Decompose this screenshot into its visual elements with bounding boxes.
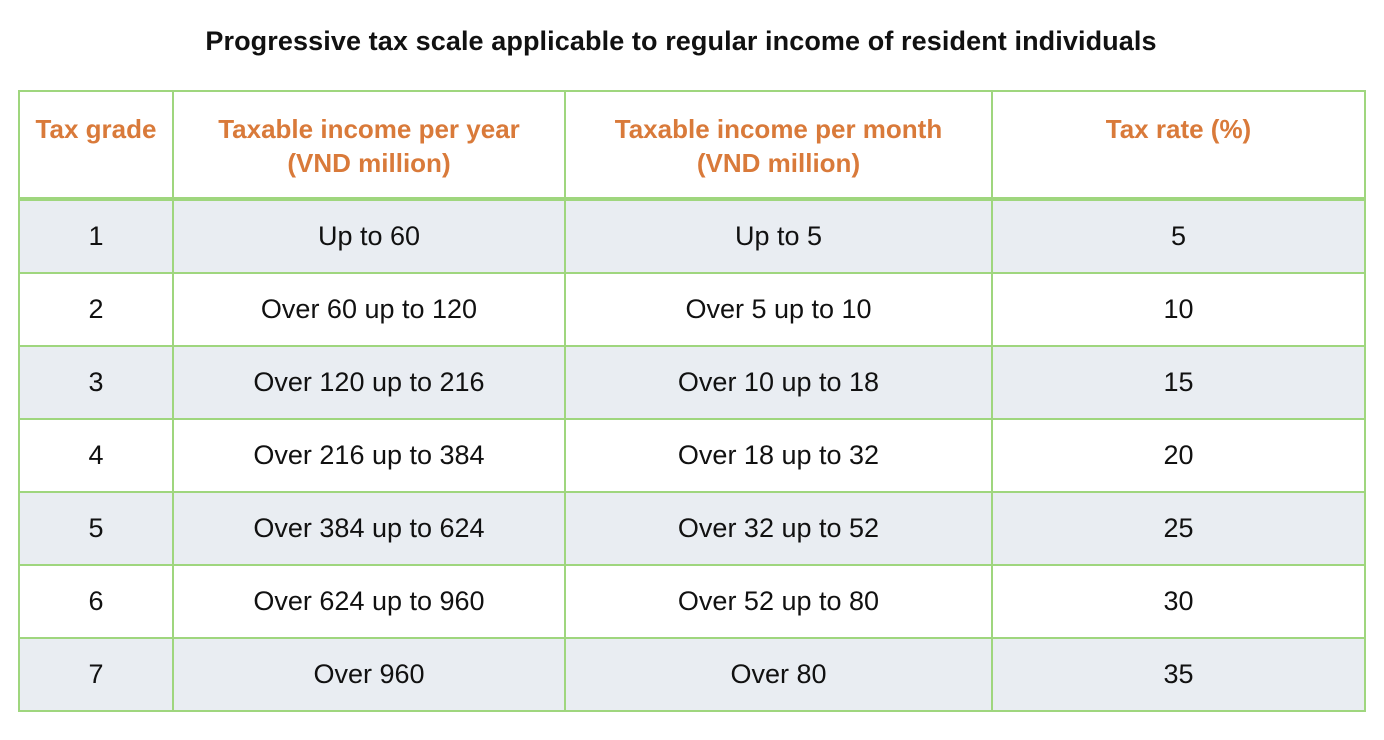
cell-tax-grade: 2: [18, 272, 174, 347]
table-row: 6 Over 624 up to 960 Over 52 up to 80 30: [18, 564, 1366, 639]
table-row: 5 Over 384 up to 624 Over 32 up to 52 25: [18, 491, 1366, 566]
header-income-per-year: Taxable income per year (VND million): [172, 90, 566, 200]
header-tax-grade-label: Tax grade: [35, 114, 157, 144]
tax-scale-table: Tax grade Taxable income per year (VND m…: [18, 90, 1366, 712]
cell-income-per-year: Over 120 up to 216: [172, 345, 566, 420]
cell-tax-rate: 10: [991, 272, 1366, 347]
cell-income-per-month: Over 52 up to 80: [564, 564, 993, 639]
cell-income-per-month: Over 18 up to 32: [564, 418, 993, 493]
cell-income-per-month: Up to 5: [564, 198, 993, 274]
cell-tax-grade: 5: [18, 491, 174, 566]
cell-tax-rate: 15: [991, 345, 1366, 420]
table-row: 1 Up to 60 Up to 5 5: [18, 198, 1366, 274]
header-income-per-month-label: Taxable income per month (VND million): [614, 114, 943, 178]
cell-income-per-year: Over 216 up to 384: [172, 418, 566, 493]
table-row: 7 Over 960 Over 80 35: [18, 637, 1366, 712]
cell-tax-rate: 30: [991, 564, 1366, 639]
table-row: 3 Over 120 up to 216 Over 10 up to 18 15: [18, 345, 1366, 420]
cell-tax-rate: 25: [991, 491, 1366, 566]
cell-tax-grade: 4: [18, 418, 174, 493]
cell-income-per-month: Over 80: [564, 637, 993, 712]
header-tax-rate-label: Tax rate (%): [1105, 114, 1252, 144]
cell-tax-rate: 5: [991, 198, 1366, 274]
cell-income-per-year: Over 60 up to 120: [172, 272, 566, 347]
table-header-row: Tax grade Taxable income per year (VND m…: [18, 90, 1366, 200]
table-row: 2 Over 60 up to 120 Over 5 up to 10 10: [18, 272, 1366, 347]
cell-income-per-month: Over 10 up to 18: [564, 345, 993, 420]
cell-income-per-year: Up to 60: [172, 198, 566, 274]
cell-tax-grade: 3: [18, 345, 174, 420]
cell-tax-rate: 20: [991, 418, 1366, 493]
page-title: Progressive tax scale applicable to regu…: [205, 26, 1157, 56]
header-income-per-month: Taxable income per month (VND million): [564, 90, 993, 200]
cell-tax-grade: 7: [18, 637, 174, 712]
cell-tax-grade: 1: [18, 198, 174, 274]
cell-tax-rate: 35: [991, 637, 1366, 712]
cell-tax-grade: 6: [18, 564, 174, 639]
cell-income-per-month: Over 32 up to 52: [564, 491, 993, 566]
cell-income-per-year: Over 384 up to 624: [172, 491, 566, 566]
cell-income-per-year: Over 624 up to 960: [172, 564, 566, 639]
header-income-per-year-label: Taxable income per year (VND million): [218, 114, 520, 178]
cell-income-per-year: Over 960: [172, 637, 566, 712]
header-tax-grade: Tax grade: [18, 90, 174, 200]
table-row: 4 Over 216 up to 384 Over 18 up to 32 20: [18, 418, 1366, 493]
header-tax-rate: Tax rate (%): [991, 90, 1366, 200]
cell-income-per-month: Over 5 up to 10: [564, 272, 993, 347]
